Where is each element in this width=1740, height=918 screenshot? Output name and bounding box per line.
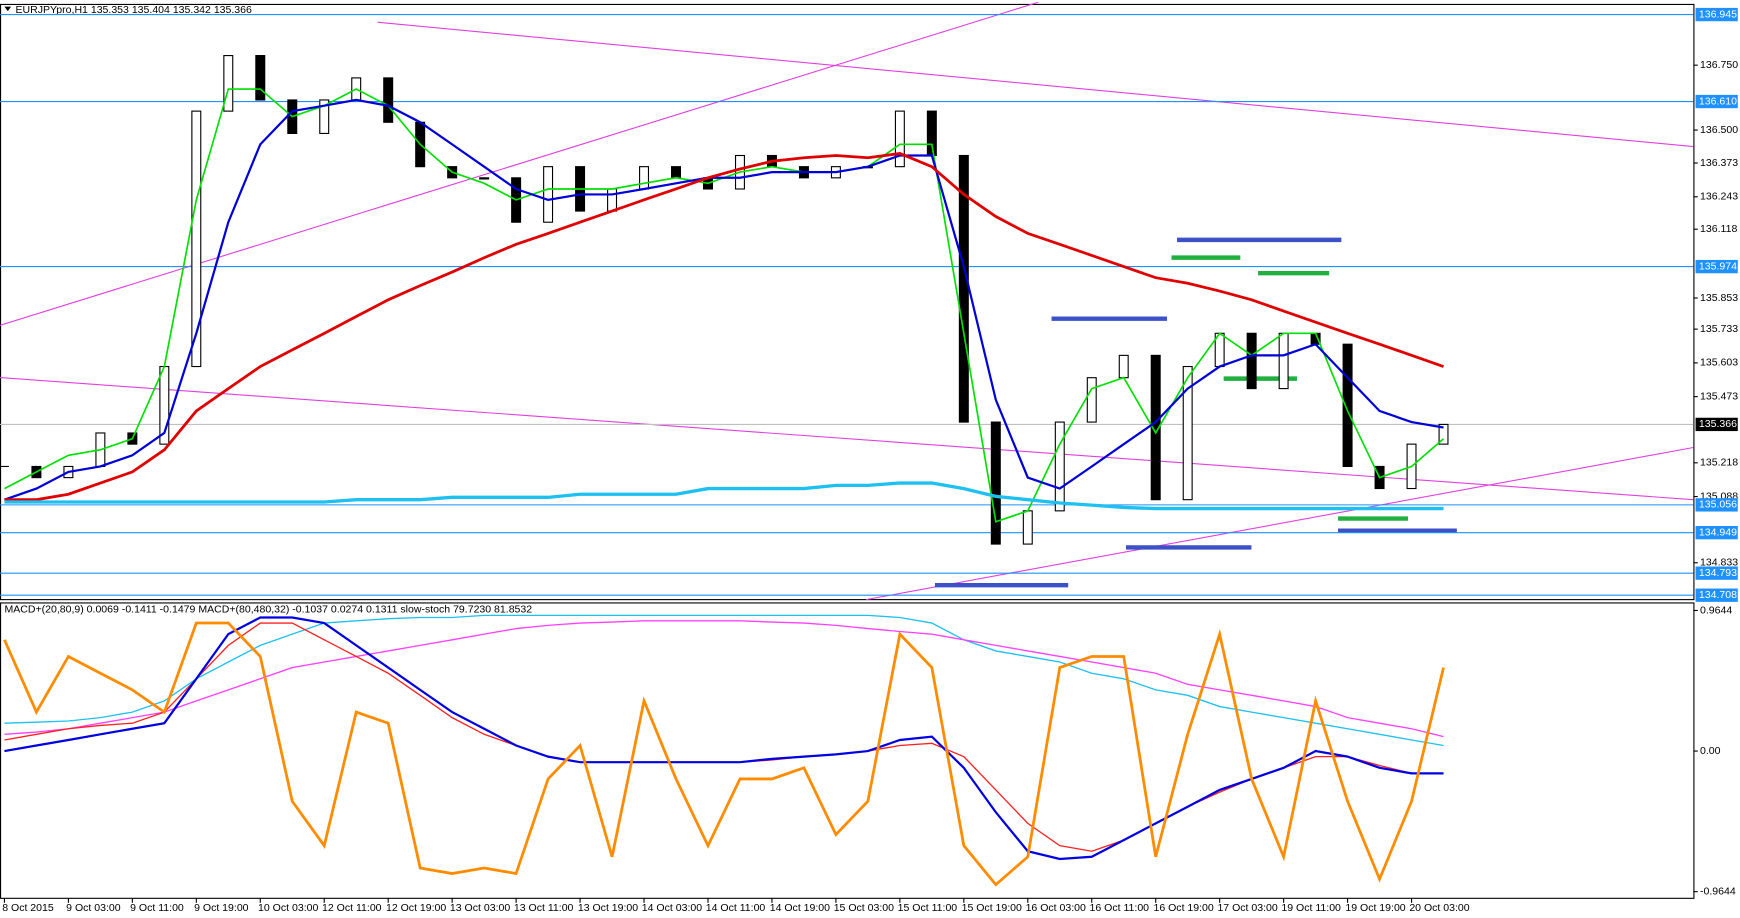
x-tick-label: 15 Oct 03:00 — [834, 902, 894, 914]
candle — [607, 188, 618, 212]
y-tick-label: 135.473 — [1700, 390, 1738, 402]
level-label: 134.949 — [1699, 526, 1737, 538]
x-tick-label: 17 Oct 03:00 — [1217, 902, 1277, 914]
level-label: 134.708 — [1699, 589, 1737, 601]
candle — [1278, 332, 1289, 390]
x-tick-label: 8 Oct 2015 — [2, 902, 54, 914]
candle — [543, 166, 554, 223]
level-label-box — [1695, 525, 1738, 540]
x-tick-label: 19 Oct 11:00 — [1281, 902, 1341, 914]
candle — [1342, 343, 1353, 468]
x-tick-label: 14 Oct 03:00 — [642, 902, 702, 914]
moving-average — [4, 152, 1444, 502]
y-tick-label: 136.118 — [1700, 223, 1737, 235]
x-tick-label: 15 Oct 19:00 — [962, 902, 1022, 914]
level-label: 136.945 — [1699, 8, 1737, 20]
candle — [671, 166, 682, 179]
candle — [1438, 423, 1449, 445]
y-tick-label: 135.733 — [1700, 323, 1738, 335]
level-marks — [934, 237, 1457, 588]
y-tick-label: 134.833 — [1700, 557, 1738, 569]
candle — [990, 421, 1001, 545]
symbol-header: EURJPYpro,H1 135.353 135.404 135.342 135… — [16, 4, 252, 16]
x-tick-label: 13 Oct 03:00 — [450, 902, 510, 914]
y-tick-label: 135.853 — [1700, 292, 1738, 304]
price-panel-frame — [0, 3, 1695, 601]
y-tick-label: 136.243 — [1700, 191, 1738, 203]
x-tick-label: 13 Oct 19:00 — [578, 902, 638, 914]
candle — [1022, 510, 1033, 545]
candle — [1054, 421, 1065, 512]
x-tick-label: 14 Oct 19:00 — [770, 902, 830, 914]
x-tick-label: 20 Oct 03:00 — [1409, 902, 1469, 914]
x-tick-label: 16 Oct 19:00 — [1153, 902, 1213, 914]
indicator-line — [4, 616, 1444, 861]
candle — [191, 110, 202, 368]
candle — [223, 55, 234, 112]
indicator-header: MACD+(20,80,9) 0.0069 -0.1411 -0.1479 MA… — [4, 603, 532, 615]
moving-average — [4, 98, 1444, 501]
x-tick-label: 9 Oct 03:00 — [66, 902, 121, 914]
y-tick-label: 136.500 — [1700, 124, 1738, 136]
indicator-line — [3, 621, 1445, 887]
x-tick-label: 12 Oct 19:00 — [386, 902, 446, 914]
y-tick-label: 135.218 — [1700, 457, 1738, 469]
candle — [1182, 365, 1193, 501]
candle — [319, 99, 330, 134]
trendline — [0, 1, 1039, 326]
level-label: 134.793 — [1699, 567, 1737, 579]
trendline — [377, 21, 1694, 148]
level-label: 135.056 — [1699, 499, 1737, 511]
indicator-line — [4, 614, 1444, 747]
level-label: 136.610 — [1699, 95, 1737, 107]
level-label: 135.974 — [1699, 260, 1737, 272]
level-label-box — [1695, 498, 1738, 512]
candle — [1150, 354, 1161, 501]
x-tick-label: 19 Oct 19:00 — [1345, 902, 1405, 914]
y-tick-label: 0.9644 — [1700, 604, 1732, 616]
x-tick-label: 12 Oct 11:00 — [322, 902, 382, 914]
y-tick-label: 136.750 — [1700, 59, 1738, 71]
x-tick-label: 15 Oct 11:00 — [898, 902, 958, 914]
moving-average — [4, 481, 1444, 511]
x-tick-label: 9 Oct 11:00 — [130, 902, 184, 914]
y-tick-label: 136.373 — [1700, 157, 1738, 169]
x-tick-label: 16 Oct 11:00 — [1090, 902, 1150, 914]
level-label-box — [1695, 566, 1738, 580]
candle — [383, 77, 394, 123]
y-tick-label: -0.9644 — [1700, 885, 1736, 897]
trendline — [866, 446, 1694, 601]
x-tick-label: 10 Oct 03:00 — [258, 902, 318, 914]
candle — [479, 177, 490, 180]
last-price-box — [1695, 417, 1738, 432]
candle — [1118, 354, 1129, 379]
x-tick-label: 14 Oct 11:00 — [706, 902, 766, 914]
y-tick-label: 135.603 — [1700, 357, 1738, 369]
candle — [1086, 377, 1097, 423]
candle — [255, 55, 266, 101]
y-tick-label: 0.00 — [1700, 745, 1721, 757]
candle — [894, 110, 905, 168]
menu-triangle — [4, 6, 12, 12]
x-tick-label: 9 Oct 19:00 — [194, 902, 249, 914]
candle — [639, 166, 650, 190]
level-label-box — [1695, 588, 1738, 602]
x-tick-label: 16 Oct 03:00 — [1026, 902, 1086, 914]
last-price-label: 135.366 — [1699, 418, 1737, 430]
level-label-box — [1695, 7, 1738, 22]
level-label-box — [1695, 259, 1738, 274]
x-tick-label: 13 Oct 11:00 — [514, 902, 574, 914]
level-label-box — [1695, 94, 1738, 109]
candle — [1246, 332, 1257, 390]
